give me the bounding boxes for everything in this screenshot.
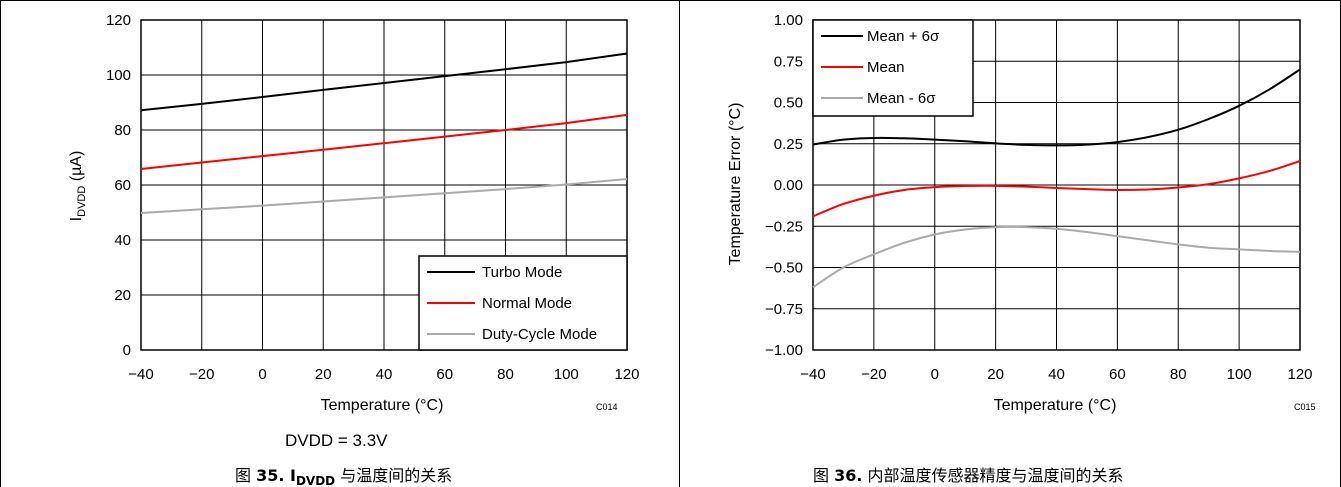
x-tick-label: 80 [497, 366, 514, 383]
legend-label: Mean - 6σ [867, 90, 936, 107]
x-tick-label: 20 [987, 366, 1004, 383]
caption-figure-36: 图 36. 内部温度传感器精度与温度间的关系 [813, 466, 1124, 485]
y-tick-label: −1.00 [765, 342, 803, 359]
chart2-code: C015 [1294, 402, 1316, 412]
x-tick-label: −40 [800, 366, 825, 383]
x-tick-label: 20 [315, 366, 332, 383]
x-tick-label: 120 [1287, 366, 1312, 383]
chart1-x-tick-labels: −40 −20 0 20 40 60 80 100 120 [128, 366, 639, 383]
chart-temperature-error: 1.00 0.75 0.50 0.25 0.00 −0.25 −0.50 −0.75 −1.00… [727, 12, 1316, 414]
y-tick-label: 1.00 [774, 12, 803, 29]
y-tick-label: 0.00 [774, 177, 803, 194]
y-tick-label: 0.25 [774, 136, 803, 153]
chart1-grid [140, 19, 628, 351]
y-tick-label: −0.75 [765, 301, 803, 318]
y-tick-label: −0.50 [765, 260, 803, 277]
chart1-series [140, 52, 628, 215]
chart1-legend: Turbo Mode Normal Mode Duty-Cycle Mode [418, 255, 628, 351]
y-tick-label: −0.25 [765, 218, 803, 235]
chart1-y-axis-label: IDVDD (µA) [68, 151, 88, 222]
y-tick-label: 0.75 [774, 53, 803, 70]
x-tick-label: 100 [554, 366, 579, 383]
legend-label: Mean [867, 59, 905, 76]
series-line-2 [812, 225, 1301, 289]
x-tick-label: 80 [1170, 366, 1187, 383]
series-line-0 [140, 52, 628, 112]
chart-idvdd-vs-temperature: 0 20 40 60 80 100 120 −40 −20 0 20 40 60 80 100 120 Te… [68, 12, 640, 450]
x-tick-label: 0 [931, 366, 939, 383]
y-tick-label: 0 [123, 342, 131, 359]
x-tick-label: 120 [614, 366, 639, 383]
y-tick-label: 80 [114, 122, 131, 139]
caption-figure-35: 图 35. IDVDD 与温度间的关系 [235, 466, 452, 487]
chart1-code: C014 [596, 402, 618, 412]
x-tick-label: −40 [128, 366, 153, 383]
x-tick-label: 0 [258, 366, 266, 383]
legend-label: Normal Mode [482, 295, 572, 312]
chart1-x-axis-label: Temperature (°C) [321, 397, 444, 414]
x-tick-label: −20 [861, 366, 886, 383]
y-tick-label: 100 [106, 67, 131, 84]
chart2-series [812, 68, 1301, 289]
x-tick-label: 100 [1227, 366, 1252, 383]
legend-label: Turbo Mode [482, 264, 562, 281]
plot-area [140, 19, 628, 351]
y-tick-label: 120 [106, 12, 131, 29]
x-tick-label: 60 [436, 366, 453, 383]
y-tick-label: 40 [114, 232, 131, 249]
chart1-condition-note: DVDD = 3.3V [285, 431, 388, 450]
y-tick-label: 20 [114, 287, 131, 304]
y-tick-label: 60 [114, 177, 131, 194]
legend-label: Mean + 6σ [867, 28, 940, 45]
chart2-x-axis-label: Temperature (°C) [994, 397, 1117, 414]
plot-area [812, 19, 1301, 351]
chart2-legend: Mean + 6σ Mean Mean - 6σ [812, 19, 974, 117]
x-tick-label: 40 [376, 366, 393, 383]
x-tick-label: 60 [1109, 366, 1126, 383]
series-line-1 [812, 160, 1301, 218]
chart2-y-axis-label: Temperature Error (°C) [727, 103, 744, 266]
x-tick-label: −20 [189, 366, 214, 383]
chart2-x-tick-labels: −40 −20 0 20 40 60 80 100 120 [800, 366, 1312, 383]
y-tick-label: 0.50 [774, 95, 803, 112]
chart2-y-tick-labels: 1.00 0.75 0.50 0.25 0.00 −0.25 −0.50 −0.75 −1.00 [765, 12, 803, 359]
series-line-2 [140, 177, 628, 215]
series-line-1 [140, 113, 628, 171]
legend-label: Duty-Cycle Mode [482, 326, 597, 343]
series-line-0 [812, 68, 1301, 147]
chart1-y-tick-labels: 0 20 40 60 80 100 120 [106, 12, 131, 359]
x-tick-label: 40 [1048, 366, 1065, 383]
